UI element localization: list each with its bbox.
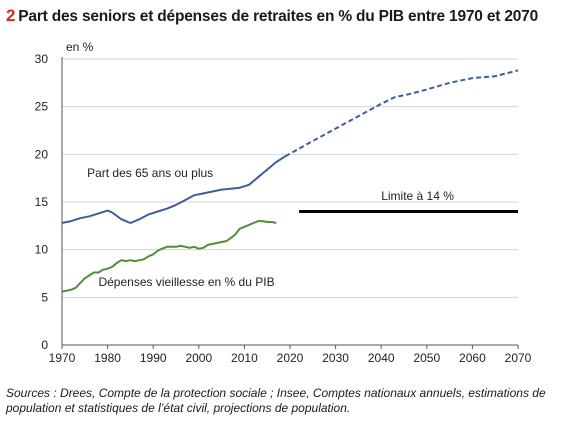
title-text: Part des seniors et dépenses de retraite… xyxy=(18,8,538,25)
x-tick-label: 1980 xyxy=(94,351,121,365)
x-tick-label: 1970 xyxy=(49,351,76,365)
x-tick-label: 2010 xyxy=(231,351,258,365)
chart-area: 0 5 10 15 20 25 30 1970 1980 1990 2000 2010 2020 2030… xyxy=(35,40,532,365)
x-tick-label: 2040 xyxy=(368,351,395,365)
chart-title: 2 Part des seniors et dépenses de retrait… xyxy=(6,6,538,26)
label-pension-spending: Dépenses vieillesse en % du PIB xyxy=(98,275,274,289)
x-tick-label: 2050 xyxy=(413,351,440,365)
series-pension-spending-line xyxy=(61,220,277,293)
x-tick-label: 1990 xyxy=(140,351,167,365)
x-tick-label: 2030 xyxy=(322,351,349,365)
title-number: 2 xyxy=(6,6,16,25)
source-note: Sources : Drees, Compte de la protection… xyxy=(6,386,546,415)
y-tick-label: 10 xyxy=(35,243,49,257)
x-tick-label: 2070 xyxy=(505,351,532,365)
y-axis-label: en % xyxy=(66,40,94,54)
x-tick-label: 2000 xyxy=(185,351,212,365)
x-tick-label: 2020 xyxy=(277,351,304,365)
series-seniors-line xyxy=(61,155,286,224)
x-tick-label: 2060 xyxy=(459,351,486,365)
label-seniors: Part des 65 ans ou plus xyxy=(87,166,213,180)
y-tick-label: 30 xyxy=(35,52,49,66)
label-limit: Limite à 14 % xyxy=(381,189,454,203)
y-tick-label: 20 xyxy=(35,147,49,161)
y-tick-label: 25 xyxy=(35,100,49,114)
y-tick-label: 5 xyxy=(41,290,48,304)
y-tick-label: 0 xyxy=(41,338,48,352)
series-seniors-projection xyxy=(284,69,519,158)
y-tick-label: 15 xyxy=(35,195,49,209)
